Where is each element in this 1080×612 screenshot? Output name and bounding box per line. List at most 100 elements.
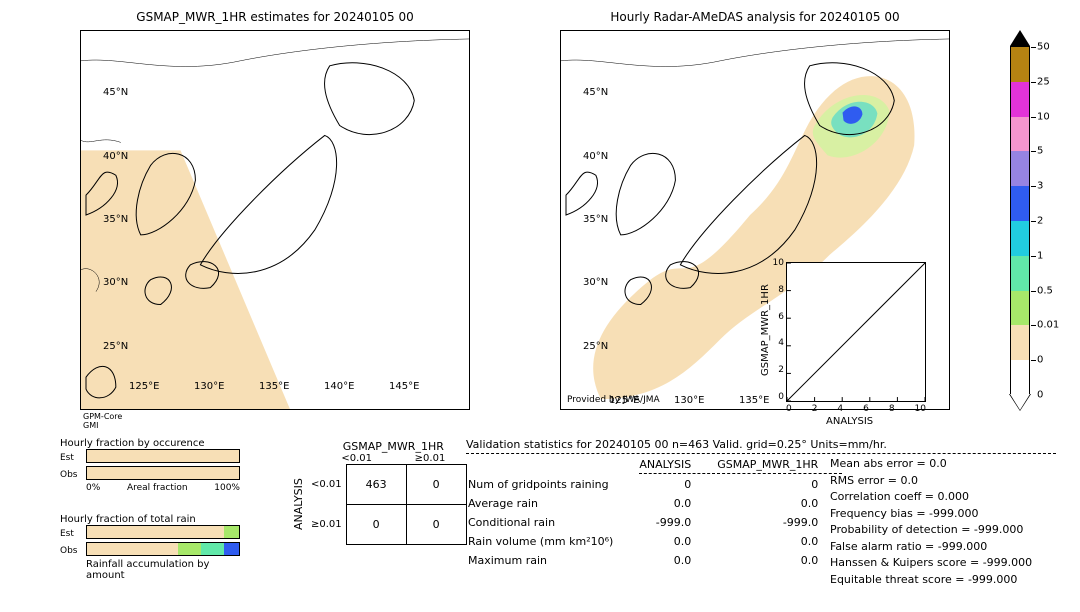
bar-label: Obs bbox=[60, 546, 82, 556]
colorbar-bottom-arrow bbox=[1010, 394, 1030, 410]
lon-tick: 145°E bbox=[389, 381, 419, 392]
lat-tick: 35°N bbox=[583, 214, 608, 225]
moderate-precip bbox=[831, 102, 877, 138]
stat-label: Maximum rain bbox=[468, 552, 637, 569]
cell: 463 bbox=[346, 465, 406, 505]
validation-header: Validation statistics for 20240105 00 n=… bbox=[466, 438, 1056, 454]
left-map-frame: 45°N 40°N 35°N 30°N 25°N 125°E 130°E 135… bbox=[80, 30, 470, 410]
contingency-row-header: ANALYSIS bbox=[290, 464, 307, 545]
lon-tick: 125°E bbox=[129, 381, 159, 392]
bar-label: Est bbox=[60, 529, 82, 539]
colorbar-segment bbox=[1011, 151, 1029, 186]
scatter-ytick: 6 bbox=[770, 312, 784, 322]
stat-label: Num of gridpoints raining bbox=[468, 476, 637, 493]
obs-bar bbox=[87, 467, 239, 479]
lon-tick: 130°E bbox=[674, 395, 704, 406]
metric-line: False alarm ratio = -999.000 bbox=[830, 539, 1032, 556]
lat-tick: 40°N bbox=[583, 151, 608, 162]
bar-label: Est bbox=[60, 453, 82, 463]
bar-segment bbox=[178, 543, 201, 555]
bar-segment bbox=[201, 543, 224, 555]
contingency-col-header: GSMAP_MWR_1HR bbox=[320, 440, 467, 453]
colorbar-segment bbox=[1011, 360, 1029, 395]
lat-tick: 30°N bbox=[583, 277, 608, 288]
totalrain-footer: Rainfall accumulation by amount bbox=[86, 559, 240, 581]
bar-segment bbox=[87, 543, 178, 555]
colorbar-segment bbox=[1011, 47, 1029, 82]
stat-gsmap: 0.0 bbox=[717, 552, 842, 569]
colorbar-tick: 3 bbox=[1037, 181, 1043, 192]
stat-analysis: 0.0 bbox=[639, 495, 715, 512]
stat-analysis: 0.0 bbox=[639, 552, 715, 569]
metric-line: Equitable threat score = -999.000 bbox=[830, 572, 1032, 589]
stat-label: Conditional rain bbox=[468, 514, 637, 531]
occurrence-panel: Hourly fraction by occurence Est Obs 0% … bbox=[60, 438, 240, 493]
colorbar-tick: 0.01 bbox=[1037, 320, 1059, 331]
colorbar-tick: 50 bbox=[1037, 42, 1050, 53]
scatter-xtick: 4 bbox=[837, 404, 843, 414]
scatter-xtick: 2 bbox=[812, 404, 818, 414]
scatter-plot bbox=[786, 262, 926, 402]
stat-analysis: 0 bbox=[639, 476, 715, 493]
occurrence-title: Hourly fraction by occurence bbox=[60, 438, 240, 449]
est-bar bbox=[87, 450, 239, 462]
row-label: ≥0.01 bbox=[311, 519, 342, 530]
metric-line: Correlation coeff = 0.000 bbox=[830, 489, 1032, 506]
scatter-ytick: 4 bbox=[770, 338, 784, 348]
col-label: <0.01 bbox=[341, 453, 372, 464]
lat-tick: 45°N bbox=[103, 87, 128, 98]
scatter-xtick: 0 bbox=[786, 404, 792, 414]
light-precip bbox=[813, 95, 890, 158]
metrics-list: Mean abs error = 0.0RMS error = 0.0Corre… bbox=[830, 456, 1032, 588]
lat-tick: 40°N bbox=[103, 151, 128, 162]
metric-line: Mean abs error = 0.0 bbox=[830, 456, 1032, 473]
scatter-xtick: 10 bbox=[915, 404, 926, 414]
colorbar-segment bbox=[1011, 221, 1029, 256]
col-header: GSMAP_MWR_1HR bbox=[717, 456, 842, 474]
right-map-title: Hourly Radar-AMeDAS analysis for 2024010… bbox=[560, 10, 950, 24]
scatter-ylabel: GSMAP_MWR_1HR bbox=[760, 284, 771, 376]
col-label: ≥0.01 bbox=[415, 453, 446, 464]
stat-gsmap: 0.0 bbox=[717, 533, 842, 550]
row-label: <0.01 bbox=[311, 479, 342, 490]
bar-segment bbox=[224, 543, 239, 555]
totalrain-panel: Hourly fraction of total rain Est Obs Ra… bbox=[60, 514, 240, 581]
col-header: ANALYSIS bbox=[639, 456, 715, 474]
contingency-panel: GSMAP_MWR_1HR <0.01 ≥0.01 ANALYSIS <0.01… bbox=[290, 440, 467, 545]
stat-gsmap: -999.0 bbox=[717, 514, 842, 531]
est-total-bar bbox=[86, 525, 240, 539]
lat-tick: 25°N bbox=[583, 341, 608, 352]
lat-tick: 35°N bbox=[103, 214, 128, 225]
metric-line: Hanssen & Kuipers score = -999.000 bbox=[830, 555, 1032, 572]
colorbar-tick: 10 bbox=[1037, 111, 1050, 122]
lat-tick: 30°N bbox=[103, 277, 128, 288]
bar-segment bbox=[87, 526, 224, 538]
cell: 0 bbox=[406, 505, 466, 545]
colorbar-segment bbox=[1011, 186, 1029, 221]
lon-tick: 135°E bbox=[739, 395, 769, 406]
left-map-svg bbox=[81, 31, 469, 409]
scatter-xlabel: ANALYSIS bbox=[826, 416, 873, 427]
xtick: Areal fraction bbox=[127, 483, 188, 493]
stat-gsmap: 0 bbox=[717, 476, 842, 493]
stat-gsmap: 0.0 bbox=[717, 495, 842, 512]
lon-tick: 130°E bbox=[194, 381, 224, 392]
left-map-title: GSMAP_MWR_1HR estimates for 20240105 00 bbox=[80, 10, 470, 24]
scatter-ytick: 0 bbox=[770, 392, 784, 402]
xtick: 100% bbox=[214, 483, 240, 493]
colorbar-tick: 25 bbox=[1037, 76, 1050, 87]
bar-segment bbox=[224, 526, 239, 538]
scatter-ytick: 2 bbox=[770, 365, 784, 375]
scatter-ytick: 10 bbox=[770, 258, 784, 268]
stat-label: Rain volume (mm km²10⁶) bbox=[468, 533, 637, 550]
totalrain-title: Hourly fraction of total rain bbox=[60, 514, 240, 525]
validation-table: ANALYSIS GSMAP_MWR_1HR Num of gridpoints… bbox=[466, 454, 844, 571]
colorbar-segment bbox=[1011, 117, 1029, 152]
bar-label: Obs bbox=[60, 470, 82, 480]
stat-analysis: 0.0 bbox=[639, 533, 715, 550]
colorbar-tick: 2 bbox=[1037, 216, 1043, 227]
lat-tick: 25°N bbox=[103, 341, 128, 352]
colorbar-segment bbox=[1011, 82, 1029, 117]
colorbar-segment bbox=[1011, 325, 1029, 360]
obs-total-bar bbox=[86, 542, 240, 556]
